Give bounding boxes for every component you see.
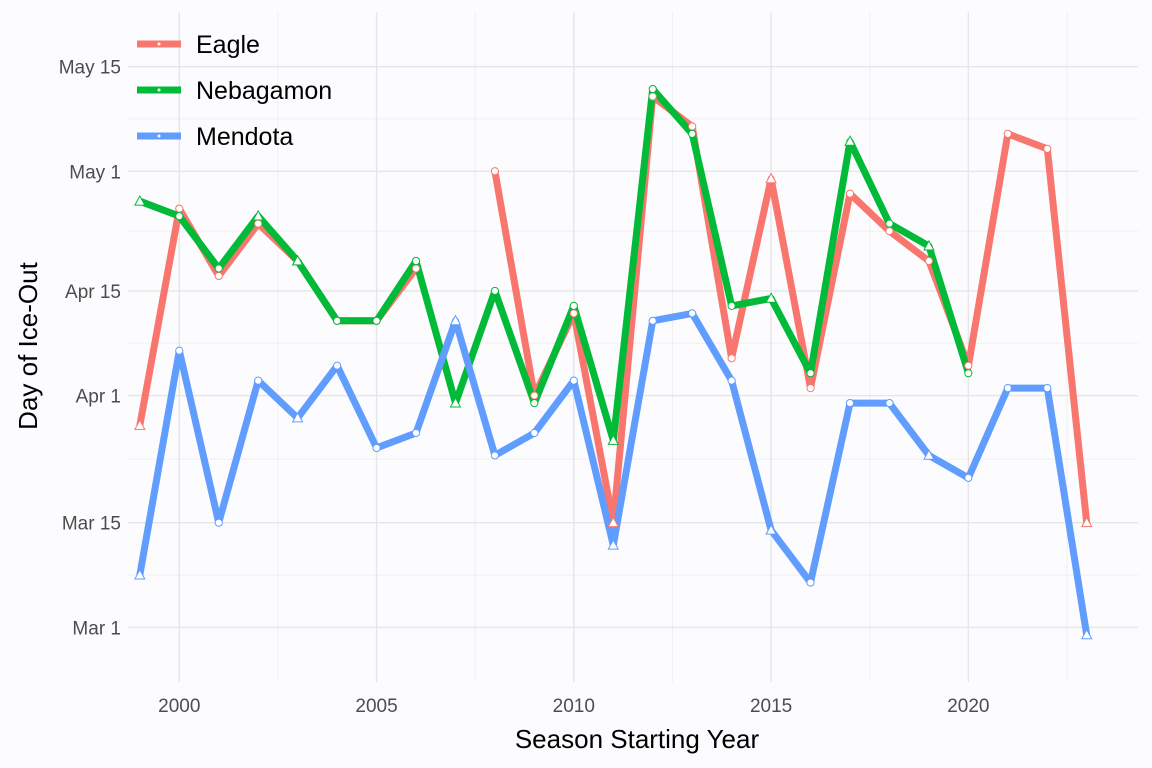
point-eagle (806, 384, 815, 393)
y-tick-label: May 15 (59, 58, 121, 79)
point-nebagamon (727, 301, 736, 310)
point-eagle (1080, 516, 1093, 528)
series-line-nebagamon (138, 85, 972, 444)
legend-label-eagle: Eagle (196, 31, 260, 59)
point-mendota (333, 361, 342, 370)
point-mendota (806, 578, 815, 587)
axis-ticks: 2000 2005 2010 2015 2020 Mar 1 Mar 15 Apr 1 Apr … (59, 58, 990, 717)
point-mendota (885, 398, 894, 408)
legend-label-nebagamon: Nebagamon (196, 77, 332, 105)
point-nebagamon (607, 434, 620, 445)
point-eagle (530, 391, 539, 400)
point-eagle (490, 167, 500, 176)
x-tick-label: 2000 (158, 696, 200, 717)
point-eagle (607, 516, 620, 528)
point-eagle (254, 219, 263, 228)
point-nebagamon (964, 369, 973, 378)
legend-label-mendota: Mendota (196, 123, 293, 151)
point-nebagamon (885, 219, 894, 228)
point-mendota (254, 376, 263, 385)
y-tick-label: Apr 15 (65, 282, 121, 303)
point-eagle (1003, 129, 1012, 138)
point-nebagamon (569, 301, 578, 310)
point-mendota (923, 449, 935, 460)
point-nebagamon (648, 84, 657, 94)
point-mendota (291, 411, 304, 423)
y-axis-title: Day of Ice-Out (13, 261, 43, 429)
point-eagle (964, 361, 973, 370)
point-nebagamon (844, 135, 856, 146)
point-mendota (449, 314, 462, 326)
point-nebagamon (175, 212, 184, 221)
x-tick-label: 2010 (553, 696, 595, 717)
point-mendota (214, 518, 223, 527)
point-nebagamon (333, 316, 342, 325)
point-eagle (924, 256, 933, 266)
point-nebagamon (291, 254, 304, 266)
point-mendota (727, 376, 736, 385)
legend-key-dot-eagle (157, 42, 161, 46)
point-mendota (411, 428, 421, 438)
point-eagle (765, 172, 777, 184)
legend-key-dot-mendota (157, 134, 161, 138)
point-eagle (134, 419, 146, 430)
point-mendota (1003, 384, 1012, 393)
point-nebagamon (411, 256, 421, 266)
point-mendota (964, 473, 973, 482)
point-mendota (845, 398, 855, 408)
point-mendota (372, 443, 381, 453)
point-mendota (1043, 384, 1052, 393)
legend-key-dot-nebagamon (157, 88, 161, 92)
point-nebagamon (372, 316, 381, 325)
point-nebagamon (923, 239, 935, 251)
point-mendota (607, 538, 620, 550)
x-tick-label: 2015 (750, 696, 792, 717)
point-mendota (648, 316, 657, 325)
point-eagle (175, 204, 184, 213)
point-eagle (648, 92, 657, 101)
point-mendota (490, 451, 500, 460)
legend: Eagle Nebagamon Mendota (137, 31, 332, 151)
point-mendota (175, 346, 184, 355)
point-mendota (134, 568, 146, 580)
point-nebagamon (134, 194, 146, 206)
point-mendota (1080, 628, 1093, 640)
point-mendota (765, 523, 777, 535)
point-eagle (885, 226, 894, 236)
point-nebagamon (490, 286, 500, 296)
point-nebagamon (765, 292, 777, 303)
point-eagle (569, 309, 578, 318)
point-nebagamon (530, 398, 539, 408)
series-markers (134, 84, 1093, 640)
point-eagle (411, 264, 421, 273)
y-tick-label: Mar 1 (72, 618, 121, 639)
point-mendota (688, 309, 697, 318)
x-axis-title: Season Starting Year (515, 724, 760, 754)
y-tick-label: May 1 (69, 162, 121, 183)
point-nebagamon (688, 129, 697, 138)
x-tick-label: 2020 (947, 696, 989, 717)
point-nebagamon (449, 396, 462, 408)
point-eagle (214, 271, 223, 281)
point-mendota (530, 428, 539, 438)
y-tick-label: Mar 15 (62, 514, 121, 535)
point-mendota (569, 376, 578, 385)
point-nebagamon (214, 264, 223, 273)
y-tick-label: Apr 1 (76, 387, 121, 408)
point-eagle (1043, 144, 1052, 153)
point-nebagamon (806, 369, 815, 378)
point-nebagamon (252, 209, 264, 221)
point-eagle (845, 189, 855, 198)
point-eagle (727, 354, 736, 363)
point-eagle (688, 122, 697, 131)
x-tick-label: 2005 (355, 696, 397, 717)
